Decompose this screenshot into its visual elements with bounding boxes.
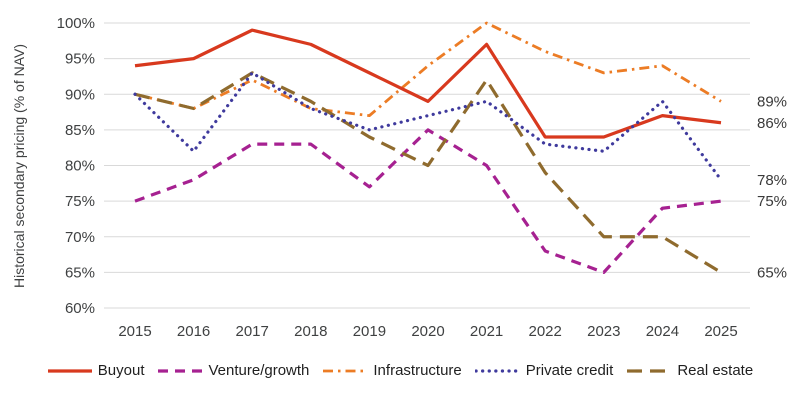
series-end-label: 86% (757, 115, 787, 132)
x-tick-label: 2022 (529, 323, 562, 340)
legend-item-real-estate: Real estate (626, 362, 753, 379)
legend-line-swatch (47, 368, 92, 373)
legend-label: Infrastructure (373, 362, 462, 379)
y-tick-label: 90% (65, 86, 95, 103)
y-tick-label: 100% (57, 15, 95, 32)
series-line-real-estate (134, 71, 722, 274)
series-line-infrastructure (134, 21, 722, 118)
y-tick-label: 80% (65, 158, 95, 175)
x-tick-label: 2019 (353, 323, 386, 340)
series-end-label: 65% (757, 264, 787, 281)
legend-item-infrastructure: Infrastructure (322, 362, 462, 379)
y-tick-label: 85% (65, 122, 95, 139)
legend-label: Venture/growth (208, 362, 310, 379)
plot-area: 100% 95% 90% 85% 80% 75% 70% 65% 60% 2015 2016 2017… (11, 15, 787, 340)
y-tick-label: 60% (65, 300, 95, 317)
legend-item-buyout: Buyout (47, 362, 145, 379)
legend-label: Buyout (97, 362, 145, 379)
x-tick-label: 2016 (177, 323, 210, 340)
x-tick-label: 2023 (587, 323, 620, 340)
legend-label: Private credit (525, 362, 614, 379)
series-end-label: 75% (757, 193, 787, 210)
series-end-label: 78% (757, 172, 787, 189)
x-tick-label: 2018 (294, 323, 327, 340)
x-tick-label: 2015 (118, 323, 151, 340)
legend: Buyout Venture/growth Infrastructure Privat… (0, 362, 800, 379)
legend-label: Real estate (677, 362, 754, 379)
y-tick-label: 65% (65, 264, 95, 281)
legend-line-swatch (474, 368, 521, 373)
x-tick-label: 2017 (236, 323, 269, 340)
legend-line-swatch (323, 369, 368, 372)
y-axis-title: Historical secondary pricing (% of NAV) (11, 44, 27, 288)
series-line-venture-growth (134, 128, 722, 274)
series-end-label: 89% (757, 93, 787, 110)
legend-item-venture-growth: Venture/growth (157, 362, 309, 379)
legend-line-swatch (627, 368, 672, 373)
x-tick-label: 2021 (470, 323, 503, 340)
x-tick-label: 2020 (411, 323, 444, 340)
x-tick-label: 2025 (704, 323, 737, 340)
legend-item-private-credit: Private credit (474, 362, 614, 379)
series-line-private-credit (133, 71, 723, 182)
series-line-buyout (134, 28, 722, 139)
y-tick-label: 70% (65, 229, 95, 246)
x-tick-label: 2024 (646, 323, 679, 340)
legend-line-swatch (158, 368, 203, 373)
y-tick-label: 95% (65, 51, 95, 68)
y-tick-label: 75% (65, 193, 95, 210)
